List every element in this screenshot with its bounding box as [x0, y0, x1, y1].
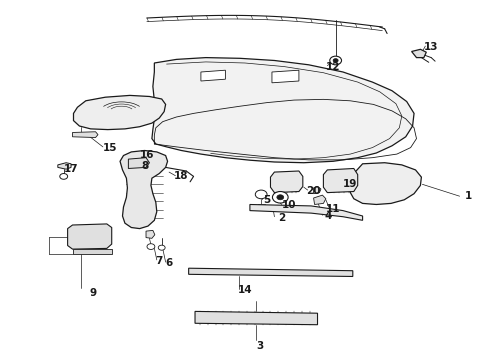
Circle shape: [277, 195, 284, 200]
Polygon shape: [314, 195, 326, 204]
Circle shape: [60, 174, 68, 179]
Polygon shape: [250, 204, 363, 220]
Circle shape: [158, 245, 165, 250]
Polygon shape: [323, 168, 358, 193]
Text: 2: 2: [278, 213, 285, 223]
Circle shape: [333, 59, 338, 62]
Polygon shape: [152, 58, 414, 163]
Polygon shape: [258, 204, 265, 207]
Text: 5: 5: [264, 195, 270, 205]
Text: 13: 13: [424, 42, 439, 52]
Text: 1: 1: [465, 191, 471, 201]
Text: 4: 4: [324, 211, 332, 221]
Text: 7: 7: [155, 256, 163, 266]
Polygon shape: [189, 268, 353, 276]
Text: 3: 3: [256, 341, 263, 351]
Text: 14: 14: [238, 285, 252, 295]
Text: 12: 12: [326, 62, 341, 72]
Polygon shape: [350, 163, 421, 204]
Polygon shape: [73, 249, 112, 254]
Circle shape: [330, 56, 342, 65]
Circle shape: [255, 190, 267, 199]
Text: 9: 9: [90, 288, 97, 298]
Text: 20: 20: [306, 186, 321, 196]
Polygon shape: [128, 158, 149, 168]
Text: 16: 16: [140, 150, 154, 160]
Polygon shape: [195, 311, 318, 325]
Polygon shape: [272, 70, 299, 83]
Text: 8: 8: [141, 161, 148, 171]
Polygon shape: [412, 49, 426, 58]
Text: 10: 10: [282, 200, 296, 210]
Text: 6: 6: [166, 258, 172, 268]
Polygon shape: [270, 171, 303, 193]
Text: 18: 18: [174, 171, 189, 181]
Text: 15: 15: [103, 143, 118, 153]
Circle shape: [147, 244, 155, 249]
Text: 11: 11: [326, 204, 341, 214]
Circle shape: [272, 192, 288, 203]
Polygon shape: [58, 163, 71, 169]
Polygon shape: [146, 230, 155, 238]
Polygon shape: [120, 150, 168, 229]
Text: 17: 17: [64, 164, 78, 174]
Text: 19: 19: [343, 179, 358, 189]
Polygon shape: [201, 70, 225, 81]
Polygon shape: [73, 132, 98, 138]
Polygon shape: [314, 186, 321, 194]
Polygon shape: [68, 224, 112, 249]
Polygon shape: [74, 95, 166, 130]
